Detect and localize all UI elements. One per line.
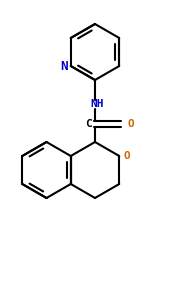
- Text: N: N: [60, 60, 68, 72]
- Text: O: O: [128, 119, 134, 129]
- Text: O: O: [124, 151, 131, 161]
- Text: NH: NH: [90, 99, 104, 109]
- Text: C: C: [85, 119, 91, 129]
